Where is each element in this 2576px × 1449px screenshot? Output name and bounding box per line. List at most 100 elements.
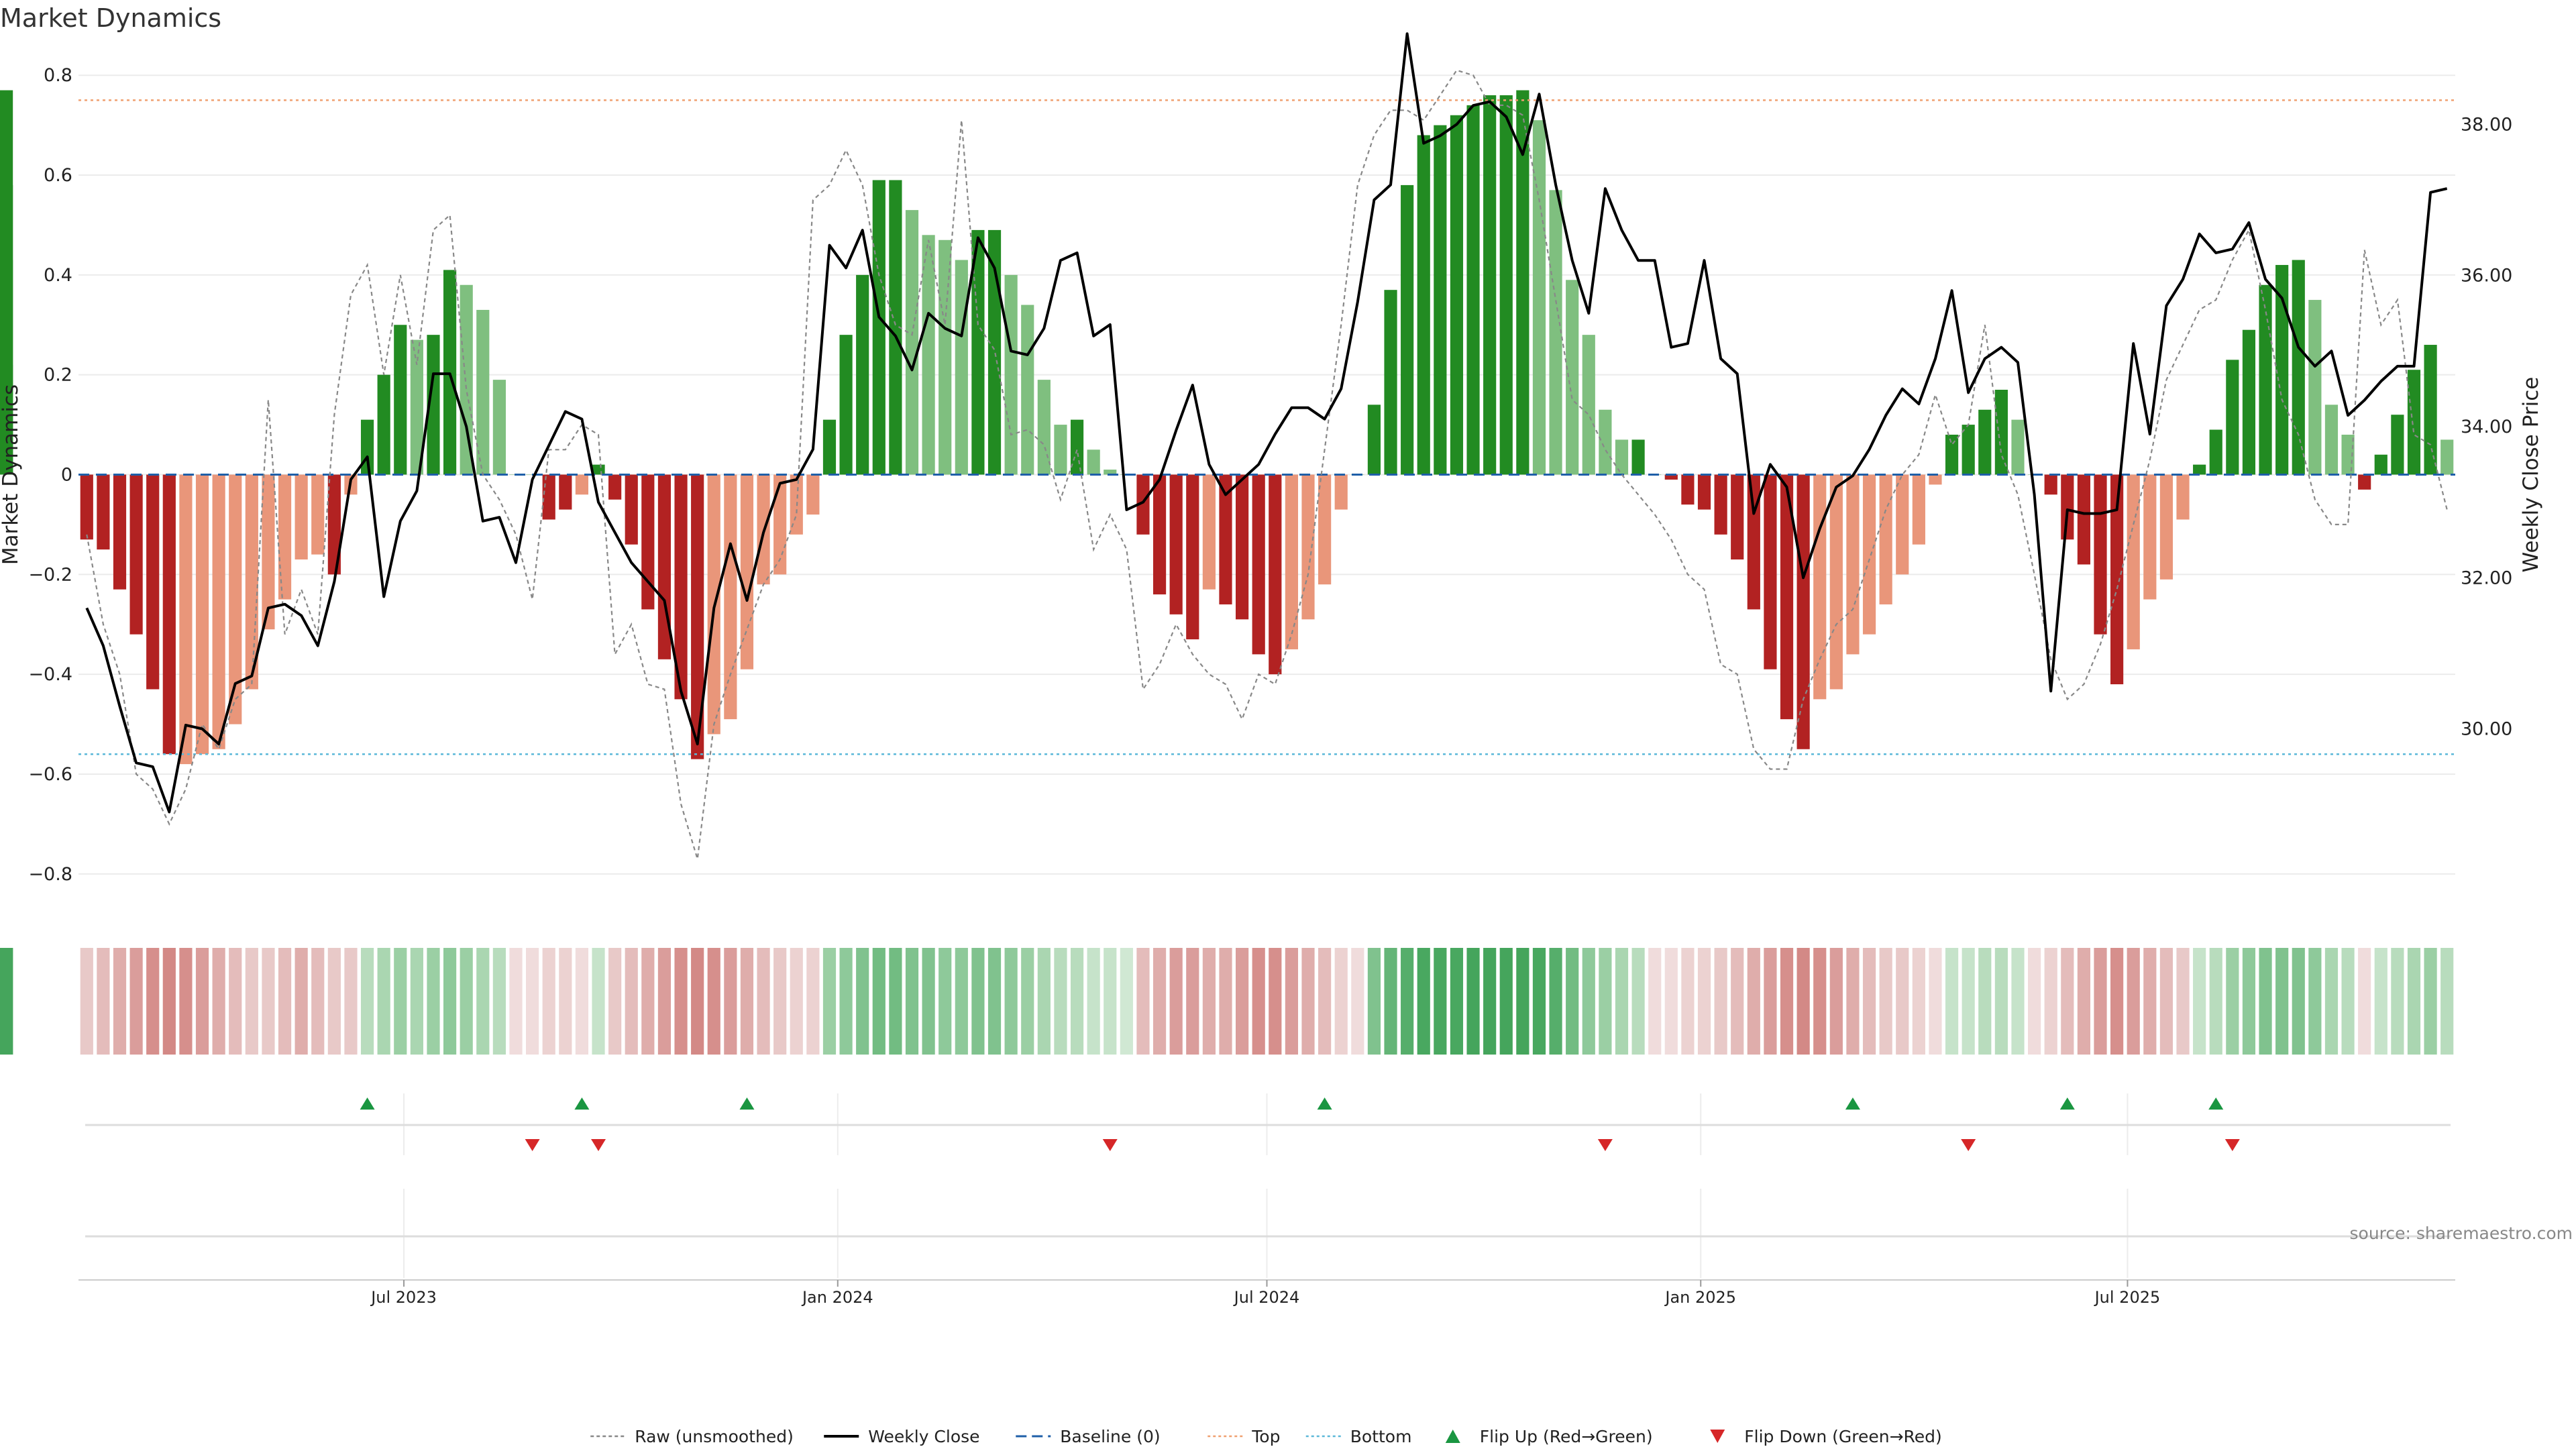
- bar: [1516, 90, 1529, 475]
- bar: [311, 474, 325, 555]
- bar: [1483, 95, 1497, 475]
- flip-up-marker: [2059, 1097, 2075, 1110]
- legend-item: Top: [1208, 1427, 1280, 1446]
- strip-cell: [2292, 948, 2305, 1055]
- strip-cell: [526, 948, 539, 1055]
- bar: [1879, 474, 1892, 604]
- strip-cell: [1532, 948, 1546, 1055]
- strip-cell: [1549, 948, 1562, 1055]
- axes: −0.8 −0.6 −0.4 −0.2 0 0.2 0.4 0.6 0.8 Market Dyna…: [0, 65, 2543, 885]
- strip-cell: [625, 948, 638, 1055]
- bar: [806, 474, 820, 515]
- bar: [460, 284, 473, 475]
- series-lines: [85, 32, 2448, 859]
- strip-cell: [559, 948, 572, 1055]
- strip-cell: [377, 948, 390, 1055]
- bar: [922, 235, 935, 475]
- bar: [377, 374, 390, 475]
- strip-cell: [971, 948, 985, 1055]
- strip-cell: [575, 948, 589, 1055]
- y-tick-label: −0.4: [28, 664, 72, 685]
- flip-down-marker: [2224, 1139, 2240, 1151]
- strip-cell: [1813, 948, 1827, 1055]
- bar: [2358, 474, 2371, 490]
- legend-label: Raw (unsmoothed): [635, 1427, 794, 1446]
- market-dynamics-bars: [0, 90, 2454, 765]
- bar: [625, 474, 638, 545]
- strip-cell: [1120, 948, 1133, 1055]
- bar: [839, 335, 853, 475]
- flip-up-marker: [574, 1097, 590, 1110]
- flip-up-marker: [739, 1097, 755, 1110]
- legend-swatch: [1445, 1430, 1460, 1443]
- strip-cell: [938, 948, 952, 1055]
- bar: [146, 474, 160, 690]
- legend-swatch: [1710, 1430, 1725, 1443]
- strip-cell: [2110, 948, 2124, 1055]
- strip-cell: [1318, 948, 1332, 1055]
- strip-cell: [1747, 948, 1760, 1055]
- strip-cell: [740, 948, 754, 1055]
- strip-cell: [1450, 948, 1464, 1055]
- strip-cell: [1978, 948, 1992, 1055]
- strip-cell: [674, 948, 688, 1055]
- strip-cell: [1912, 948, 1925, 1055]
- bar: [476, 309, 490, 475]
- strip-cell: [1731, 948, 1744, 1055]
- flip-up-marker: [360, 1097, 375, 1110]
- strip-cell: [1401, 948, 1414, 1055]
- strip-cell: [1796, 948, 1810, 1055]
- bar: [1945, 434, 1959, 475]
- legend-item: Raw (unsmoothed): [590, 1427, 794, 1446]
- bar: [938, 239, 952, 475]
- bar: [1599, 409, 1612, 475]
- raw-unsmoothed-line: [86, 69, 2448, 859]
- strip-cell: [344, 948, 358, 1055]
- bar: [294, 474, 308, 559]
- bar: [1994, 390, 2008, 475]
- bar: [1466, 105, 1480, 475]
- flip-up-marker: [2208, 1097, 2224, 1110]
- legend: Raw (unsmoothed) Weekly Close Baseline (0)…: [590, 1427, 1942, 1446]
- bar: [2209, 429, 2222, 475]
- strip-cell: [97, 948, 110, 1055]
- strip-cell: [245, 948, 258, 1055]
- legend-item: Weekly Close: [824, 1427, 980, 1446]
- strip-cell: [195, 948, 209, 1055]
- strip-cell: [922, 948, 935, 1055]
- bar: [1450, 115, 1464, 475]
- strip-cell: [2391, 948, 2404, 1055]
- bar: [2259, 284, 2272, 475]
- strip-cell: [410, 948, 423, 1055]
- strip-cell: [1004, 948, 1018, 1055]
- legend-label: Bottom: [1350, 1427, 1412, 1446]
- bar: [2242, 329, 2256, 475]
- strip-cell: [1615, 948, 1629, 1055]
- bar: [1070, 419, 1084, 475]
- strip-cell: [1152, 948, 1167, 1055]
- strip-cell: [2440, 948, 2454, 1055]
- strip-cell: [1631, 948, 1645, 1055]
- bar: [955, 260, 968, 475]
- strip-cell: [1714, 948, 1727, 1055]
- strip-cell: [229, 948, 242, 1055]
- strip-cell: [790, 948, 803, 1055]
- bar: [1021, 305, 1034, 475]
- strip-cell: [1764, 948, 1777, 1055]
- strip-cell: [2358, 948, 2371, 1055]
- strip-cell: [872, 948, 885, 1055]
- strip-cell: [460, 948, 473, 1055]
- flip-down-marker: [525, 1139, 540, 1151]
- bar: [2407, 370, 2421, 475]
- bar: [2324, 405, 2339, 475]
- strip-cell: [707, 948, 720, 1055]
- strip-cell: [1037, 948, 1051, 1055]
- y2-tick-label: 38.00: [2461, 114, 2512, 135]
- bar: [1532, 120, 1546, 475]
- bar: [872, 180, 885, 475]
- bar: [1169, 474, 1183, 614]
- x-tick-label: Jan 2024: [801, 1288, 873, 1307]
- bar: [2391, 415, 2404, 475]
- x-tick-label: Jul 2024: [1233, 1288, 1300, 1307]
- strip-cell: [212, 948, 225, 1055]
